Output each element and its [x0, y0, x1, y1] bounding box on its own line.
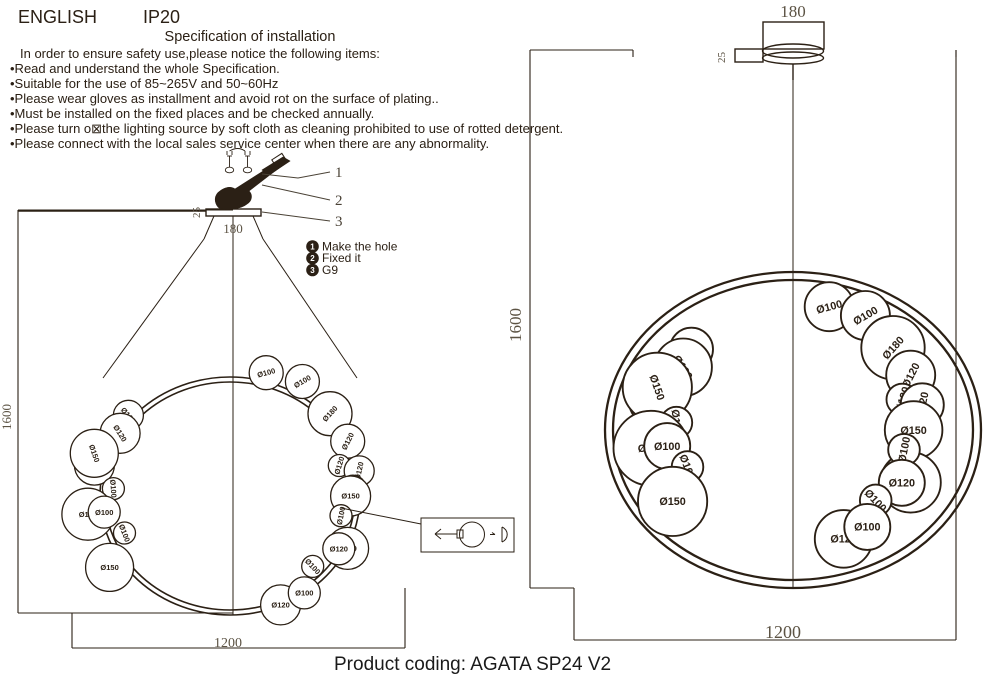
svg-text:180: 180: [780, 2, 806, 21]
svg-text:1200: 1200: [765, 622, 801, 642]
svg-text:1600: 1600: [0, 404, 14, 430]
svg-text:1: 1: [310, 242, 315, 251]
svg-text:Ø100: Ø100: [95, 508, 113, 517]
svg-text:G9: G9: [322, 263, 338, 277]
svg-text:Ø100: Ø100: [854, 522, 880, 534]
svg-text:Ø100: Ø100: [654, 441, 680, 453]
svg-text:25: 25: [716, 52, 728, 64]
svg-text:Ø150: Ø150: [341, 492, 359, 501]
svg-text:2: 2: [310, 254, 315, 263]
svg-text:Ø150: Ø150: [100, 563, 118, 572]
svg-text:Ø100: Ø100: [108, 479, 118, 498]
svg-text:3: 3: [335, 214, 343, 230]
svg-text:2: 2: [335, 193, 343, 209]
svg-text:25: 25: [191, 207, 203, 219]
svg-text:1600: 1600: [506, 308, 525, 342]
svg-text:Ø120: Ø120: [271, 601, 289, 610]
svg-text:Ø100: Ø100: [295, 589, 313, 598]
svg-text:1200: 1200: [214, 636, 242, 651]
svg-text:3: 3: [310, 266, 315, 275]
svg-text:180: 180: [223, 221, 243, 236]
svg-text:Ø150: Ø150: [659, 496, 685, 508]
svg-text:Ø120: Ø120: [889, 478, 915, 490]
svg-text:Ø120: Ø120: [330, 544, 348, 553]
svg-text:1: 1: [335, 165, 343, 181]
